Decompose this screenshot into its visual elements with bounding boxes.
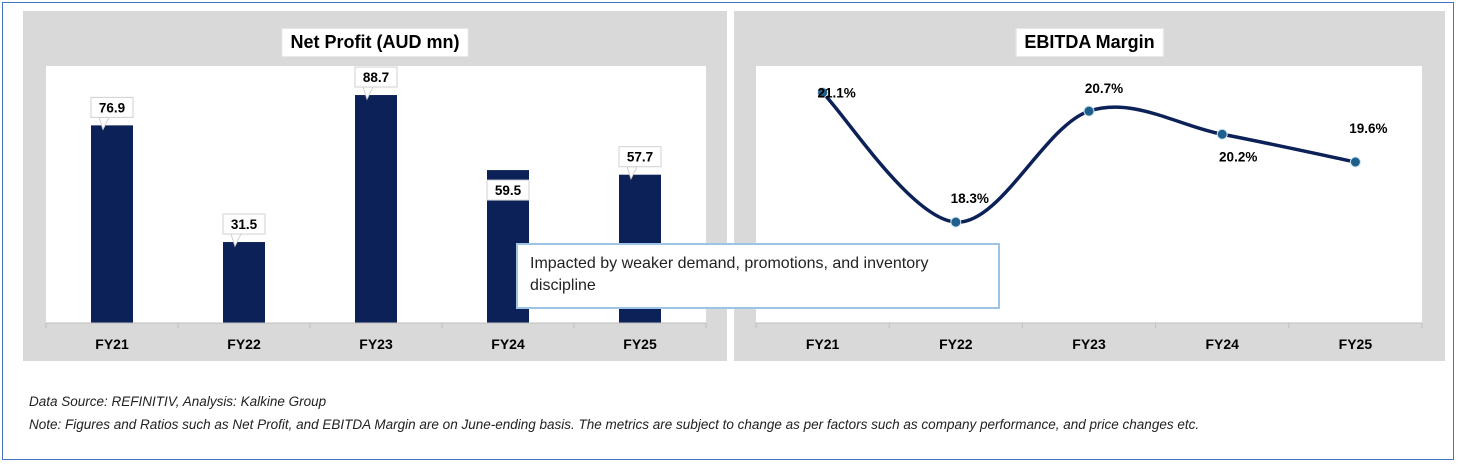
net-profit-value-label-fy22: 31.5 — [222, 213, 266, 248]
net-profit-value-label-fy23: 88.7 — [354, 66, 398, 101]
net-profit-x-tick-fy23: FY23 — [359, 336, 393, 352]
net-profit-bar-fy23 — [355, 95, 397, 323]
ebitda-x-tick-fy24: FY24 — [1205, 336, 1239, 352]
ebitda-value-label-fy22: 18.3% — [951, 191, 989, 206]
net-profit-value-label-fy21: 76.9 — [90, 96, 134, 131]
ebitda-x-tick-fy25: FY25 — [1339, 336, 1373, 352]
net-profit-x-tick-fy25: FY25 — [623, 336, 657, 352]
ebitda-value-label-fy23: 20.7% — [1085, 81, 1123, 96]
ebitda-marker-fy23 — [1083, 105, 1095, 117]
net-profit-x-tick-fy21: FY21 — [95, 336, 129, 352]
ebitda-x-tick-fy21: FY21 — [806, 336, 840, 352]
ebitda-value-label-fy25: 19.6% — [1349, 121, 1387, 136]
footer-data-source: Data Source: REFINITIV, Analysis: Kalkin… — [29, 394, 327, 409]
ebitda-x-tick-fy23: FY23 — [1072, 336, 1106, 352]
net-profit-value-label-fy24: 59.5 — [486, 179, 530, 201]
ebitda-marker-fy24 — [1216, 128, 1228, 140]
net-profit-value-label-fy25: 57.7 — [618, 146, 662, 181]
ebitda-value-label-fy21: 21.1% — [817, 86, 855, 101]
net-profit-chart-panel: 76.9 FY21 31.5 FY22 88.7 FY23 59.5 FY24 57.7 FY25… — [23, 11, 727, 361]
net-profit-chart-title: Net Profit (AUD mn) — [281, 28, 469, 57]
net-profit-bar-fy21 — [91, 125, 133, 323]
net-profit-x-tick-fy24: FY24 — [491, 336, 525, 352]
ebitda-marker-fy21 — [817, 87, 829, 99]
svg-text:59.5: 59.5 — [495, 183, 522, 198]
ebitda-margin-line — [821, 91, 1356, 224]
net-profit-bar-fy22 — [223, 242, 265, 323]
svg-text:76.9: 76.9 — [99, 100, 125, 115]
svg-text:57.7: 57.7 — [627, 150, 653, 165]
net-profit-x-tick-fy22: FY22 — [227, 336, 261, 352]
callout-annotation: Impacted by weaker demand, promotions, a… — [516, 243, 1000, 309]
svg-text:88.7: 88.7 — [363, 70, 389, 85]
svg-text:31.5: 31.5 — [231, 217, 258, 232]
ebitda-margin-chart-title: EBITDA Margin — [1015, 28, 1164, 57]
net-profit-chart: 76.9 FY21 31.5 FY22 88.7 FY23 59.5 FY24 57.7 FY25 — [45, 66, 707, 352]
ebitda-marker-fy25 — [1349, 156, 1361, 168]
ebitda-value-label-fy24: 20.2% — [1219, 149, 1257, 164]
ebitda-marker-fy22 — [950, 216, 962, 228]
ebitda-x-tick-fy22: FY22 — [939, 336, 973, 352]
footer-note: Note: Figures and Ratios such as Net Pro… — [29, 417, 1200, 432]
